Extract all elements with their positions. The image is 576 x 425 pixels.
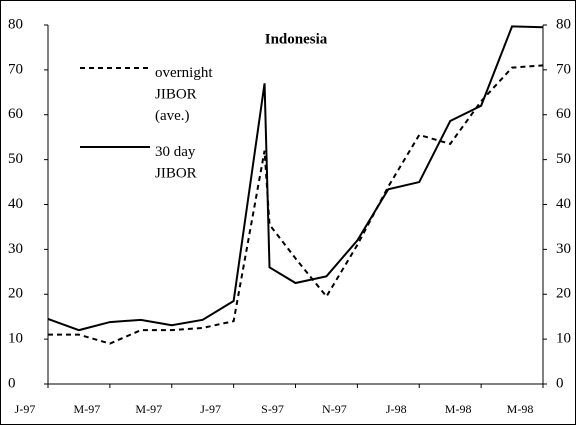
y2-tick-label: 10 (556, 331, 571, 347)
y2-tick-label: 50 (556, 151, 571, 167)
x-tick-label: S-97 (261, 402, 284, 416)
y2-tick-label: 20 (556, 286, 571, 302)
y-tick-label: 0 (8, 375, 16, 391)
series-line (47, 25, 544, 332)
y-tick-label: 60 (8, 106, 23, 122)
y-tick-label: 20 (8, 286, 23, 302)
x-tick-label: J-98 (386, 402, 407, 416)
x-tick-label: J-97 (15, 402, 36, 416)
y2-tick-label: 0 (556, 375, 564, 391)
y2-tick-label: 30 (556, 241, 571, 257)
series-line (48, 64, 544, 345)
x-tick-label: M-97 (74, 402, 101, 416)
y-tick-label: 10 (8, 331, 23, 347)
x-tick-label: M-98 (507, 402, 534, 416)
y2-tick-label: 70 (556, 61, 571, 77)
x-tick-label: J-97 (200, 402, 221, 416)
y-tick-label: 80 (8, 16, 23, 32)
chart-title: Indonesia (265, 31, 328, 47)
legend-label: overnight JIBOR (ave.) (155, 65, 213, 124)
y2-tick-label: 80 (556, 16, 571, 32)
y2-tick-label: 40 (556, 196, 571, 212)
y-tick-label: 50 (8, 151, 23, 167)
y2-tick-label: 60 (556, 106, 571, 122)
x-tick-label: M-97 (135, 402, 162, 416)
y-tick-label: 30 (8, 241, 23, 257)
x-tick-label: M-98 (445, 402, 472, 416)
y-tick-label: 40 (8, 196, 23, 212)
legend-label: 30 day JIBOR (155, 144, 197, 182)
y-tick-label: 70 (8, 61, 23, 77)
x-tick-label: N-97 (322, 402, 347, 416)
